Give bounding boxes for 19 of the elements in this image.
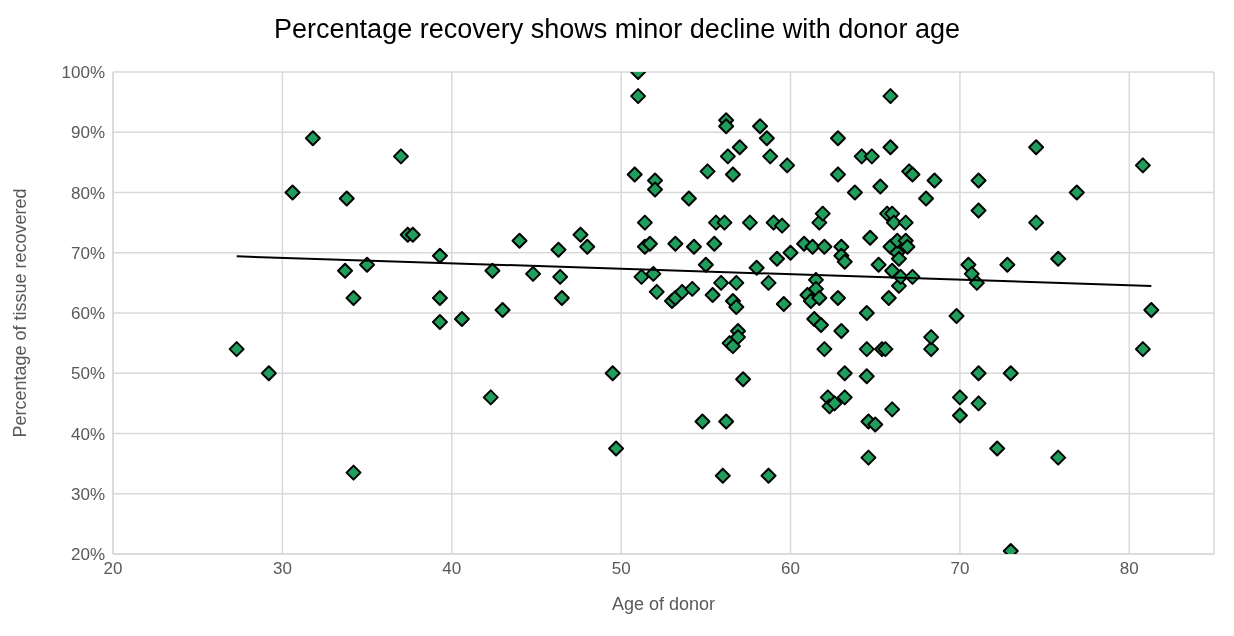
y-tick-label: 60% [70,304,105,324]
y-tick-label: 30% [70,484,105,504]
y-tick-label: 40% [70,424,105,444]
x-tick-label: 80 [1119,559,1139,579]
y-tick-label: 20% [70,545,105,565]
x-axis-title: Age of donor [611,594,716,614]
y-tick-label: 50% [70,364,105,384]
x-tick-label: 30 [272,559,292,579]
chart-title: Percentage recovery shows minor decline with donor age [273,14,961,46]
x-tick-label: 40 [442,559,462,579]
x-tick-label: 20 [103,559,123,579]
y-axis-title: Percentage of tissue recovered [10,188,31,438]
y-tick-label: 90% [70,123,105,143]
x-tick-label: 60 [781,559,800,579]
y-tick-label: 70% [70,243,105,263]
x-tick-label: 70 [950,559,970,579]
y-tick-label: 80% [70,183,105,203]
x-tick-label: 50 [611,559,631,579]
y-tick-label: 100% [61,63,105,83]
